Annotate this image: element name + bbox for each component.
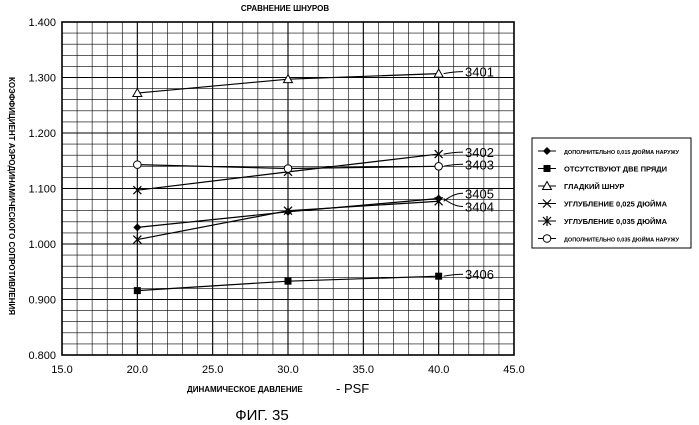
x-tick-label: 45.0	[503, 364, 524, 376]
x-tick-label: 40.0	[428, 364, 449, 376]
x-tick-label: 25.0	[202, 364, 223, 376]
data-point	[435, 163, 443, 171]
y-tick-label: 1.000	[28, 239, 56, 251]
data-point	[435, 273, 442, 280]
callout-leader	[444, 72, 463, 74]
x-axis-label: ДИНАМИЧЕСКОЕ ДАВЛЕНИЕ	[187, 385, 303, 394]
y-tick-label: 0.800	[28, 350, 56, 362]
legend-marker	[544, 165, 551, 172]
data-point	[284, 165, 292, 173]
x-tick-label: 15.0	[51, 364, 72, 376]
legend-label: УГЛУБЛЕНИЕ 0,025 ДЮЙМА	[564, 200, 668, 209]
chart-title: СРАВНЕНИЕ ШНУРОВ	[241, 4, 329, 13]
chart-figure: СРАВНЕНИЕ ШНУРОВ 0.800 0.900 1.000 1.100 1.2…	[0, 0, 699, 425]
legend-label: ГЛАДКИЙ ШНУР	[564, 182, 624, 191]
legend-label: ДОПОЛНИТЕЛЬНО 0,015 ДЮЙМА НАРУЖУ	[564, 148, 680, 156]
callout-label: 3406	[465, 267, 494, 282]
legend-label: ОТСУТСТВУЮТ ДВЕ ПРЯДИ	[564, 165, 667, 174]
x-tick-label: 35.0	[353, 364, 374, 376]
y-tick-label: 1.200	[28, 128, 56, 140]
x-axis-ticks: 15.0 20.0 25.0 30.0 35.0 40.0 45.0	[51, 364, 524, 376]
y-tick-label: 1.400	[28, 17, 56, 29]
data-point	[133, 223, 141, 231]
x-tick-label: 20.0	[127, 364, 148, 376]
y-tick-label: 1.300	[28, 73, 56, 85]
y-tick-label: 0.900	[28, 295, 56, 307]
x-tick-label: 30.0	[277, 364, 298, 376]
callout-label: 3401	[465, 65, 494, 80]
y-axis-ticks: 0.800 0.900 1.000 1.100 1.200 1.300 1.400	[28, 17, 56, 362]
legend: ДОПОЛНИТЕЛЬНО 0,015 ДЮЙМА НАРУЖУ ОТСУТСТВ…	[532, 138, 691, 248]
figure-caption: ФИГ. 35	[235, 407, 289, 424]
data-point	[134, 161, 142, 169]
legend-label: ДОПОЛНИТЕЛЬНО 0,035 ДЮЙМА НАРУЖУ	[564, 236, 680, 244]
legend-marker	[543, 235, 551, 243]
data-point	[134, 287, 141, 294]
callout-label: 3403	[465, 157, 494, 172]
callout-leader	[444, 274, 463, 276]
x-axis-unit: - PSF	[336, 381, 369, 396]
y-tick-label: 1.100	[28, 184, 56, 196]
callout-label: 3404	[465, 199, 494, 214]
plot-grid	[62, 22, 514, 355]
data-point	[434, 69, 443, 77]
callout-label: 3405	[465, 186, 494, 201]
callout-leader	[444, 152, 463, 154]
legend-label: УГЛУБЛЕНИЕ 0,035 ДЮЙМА	[564, 217, 668, 226]
data-point	[285, 278, 292, 285]
y-axis-label: КОЭФФИЦИЕНТ АЭРОДИНАМИЧЕСКОГО СОПРОТИВЛЕ…	[7, 77, 16, 315]
